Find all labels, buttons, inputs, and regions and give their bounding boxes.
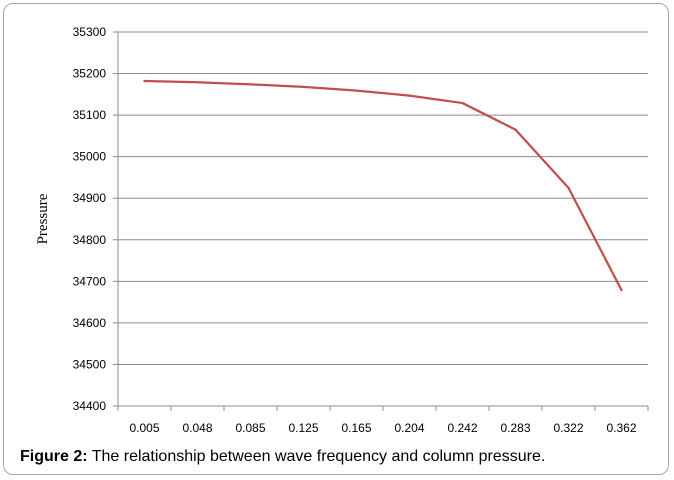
x-tick-label: 0.085 bbox=[235, 421, 265, 435]
series-layer bbox=[143, 79, 623, 292]
data-point bbox=[408, 94, 411, 97]
x-tick-label: 0.125 bbox=[288, 421, 318, 435]
figure-frame bbox=[3, 3, 669, 475]
x-tick-label: 0.242 bbox=[447, 421, 477, 435]
caption-text: The relationship between wave frequency … bbox=[87, 448, 546, 465]
x-tick-labels: 0.005 0.048 0.085 0.125 0.165 0.204 0.242 0.283… bbox=[129, 421, 636, 435]
x-tick-label: 0.283 bbox=[500, 421, 530, 435]
caption-label: Figure 2: bbox=[20, 448, 88, 465]
data-point bbox=[567, 186, 570, 190]
y-tick-label: 35100 bbox=[73, 108, 107, 122]
y-tick-label: 34800 bbox=[73, 233, 107, 247]
line-chart: 34400 34500 34600 34700 34800 34900 35000 35100… bbox=[35, 25, 649, 435]
series-line bbox=[144, 79, 623, 291]
x-tick-label: 0.048 bbox=[182, 421, 212, 435]
y-tick-label: 34600 bbox=[73, 316, 107, 330]
data-point bbox=[143, 79, 146, 83]
data-point bbox=[620, 288, 623, 292]
axes bbox=[113, 31, 649, 411]
y-tick-label: 34400 bbox=[73, 399, 107, 413]
y-tick-label: 35300 bbox=[73, 25, 107, 39]
gridlines bbox=[118, 31, 648, 365]
data-point bbox=[461, 101, 464, 105]
y-tick-label: 35000 bbox=[73, 150, 107, 164]
y-tick-label: 34700 bbox=[73, 274, 107, 288]
x-tick-label: 0.362 bbox=[606, 421, 636, 435]
y-tick-labels: 34400 34500 34600 34700 34800 34900 35000 35100… bbox=[73, 25, 107, 413]
y-tick-label: 34500 bbox=[73, 357, 107, 371]
data-point bbox=[249, 83, 252, 86]
y-tick-label: 35200 bbox=[73, 67, 107, 81]
x-tick-label: 0.165 bbox=[341, 421, 371, 435]
x-tick-label: 0.322 bbox=[553, 421, 583, 435]
x-tick-label: 0.204 bbox=[394, 421, 424, 435]
data-point bbox=[514, 128, 517, 131]
data-point bbox=[355, 89, 358, 92]
figure-caption: Figure 2: The relationship between wave … bbox=[20, 448, 660, 466]
data-point bbox=[196, 81, 199, 84]
data-point bbox=[302, 85, 305, 89]
y-tick-label: 34900 bbox=[73, 191, 107, 205]
y-axis-label: Pressure bbox=[35, 193, 51, 244]
x-tick-label: 0.005 bbox=[129, 421, 159, 435]
